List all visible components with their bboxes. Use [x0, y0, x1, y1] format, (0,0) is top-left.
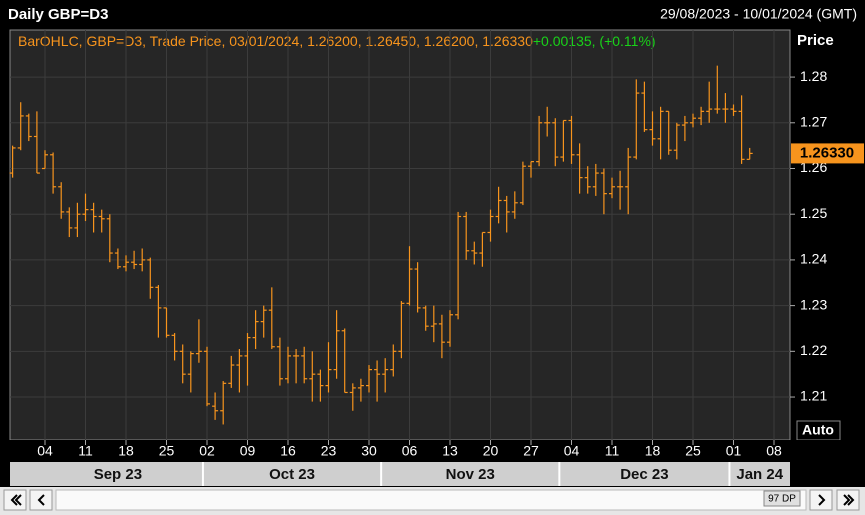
y-tick-label: 1.22 — [800, 342, 827, 358]
month-label: Nov 23 — [446, 466, 495, 483]
month-label: Sep 23 — [94, 466, 142, 483]
y-tick-label: 1.24 — [800, 251, 827, 267]
legend-series: BarOHLC, GBP=D3, Trade Price, 03/01/2024… — [18, 33, 533, 49]
x-tick-label: 18 — [645, 443, 661, 459]
x-tick-label: 02 — [199, 443, 215, 459]
x-tick-label: 06 — [402, 443, 418, 459]
x-tick-label: 01 — [726, 443, 742, 459]
y-tick-label: 1.21 — [800, 388, 827, 404]
data-points: 97 DP — [768, 494, 796, 505]
x-tick-label: 09 — [240, 443, 256, 459]
legend-text: BarOHLC, GBP=D3, Trade Price, 03/01/2024… — [18, 33, 656, 49]
prev-button[interactable] — [29, 489, 53, 511]
x-tick-label: 27 — [523, 443, 539, 459]
x-tick-label: 18 — [118, 443, 134, 459]
next-button[interactable] — [809, 489, 833, 511]
x-tick-label: 20 — [483, 443, 499, 459]
month-label: Jan 24 — [736, 466, 783, 483]
last-price-tag — [791, 143, 864, 164]
y-tick-label: 1.25 — [800, 205, 827, 221]
x-tick-label: 16 — [280, 443, 296, 459]
x-tick-label: 11 — [605, 443, 620, 459]
month-label: Dec 23 — [620, 466, 668, 483]
x-tick-label: 23 — [321, 443, 337, 459]
date-range: 29/08/2023 - 10/01/2024 (GMT) — [660, 6, 857, 22]
x-tick-label: 25 — [685, 443, 701, 459]
x-tick-label: 04 — [564, 443, 580, 459]
last-icon[interactable] — [843, 494, 855, 506]
scroll-track[interactable] — [55, 489, 807, 511]
y-axis-title: Price — [797, 32, 834, 49]
x-tick-label: 13 — [442, 443, 458, 459]
last-price-label: 1.26330 — [800, 144, 854, 161]
x-tick-label: 11 — [78, 443, 93, 459]
x-tick-label: 25 — [159, 443, 175, 459]
chart-title: Daily GBP=D3 — [8, 6, 108, 23]
y-tick-label: 1.23 — [800, 296, 827, 312]
month-label: Oct 23 — [269, 466, 315, 483]
legend-change: +0.00135, (+0.11%) — [533, 33, 656, 49]
y-tick-label: 1.28 — [800, 68, 827, 84]
day-axis — [0, 440, 865, 462]
scroll-thumb[interactable] — [763, 490, 801, 507]
auto-label[interactable]: Auto — [802, 422, 834, 438]
plot-area — [9, 29, 791, 441]
next-icon[interactable] — [818, 494, 826, 506]
x-tick-label: 30 — [361, 443, 377, 459]
prev-icon[interactable] — [37, 494, 45, 506]
first-icon[interactable] — [10, 494, 22, 506]
x-tick-label: 04 — [37, 443, 53, 459]
y-tick-label: 1.27 — [800, 113, 827, 129]
x-tick-label: 08 — [766, 443, 782, 459]
month-axis — [10, 462, 790, 486]
